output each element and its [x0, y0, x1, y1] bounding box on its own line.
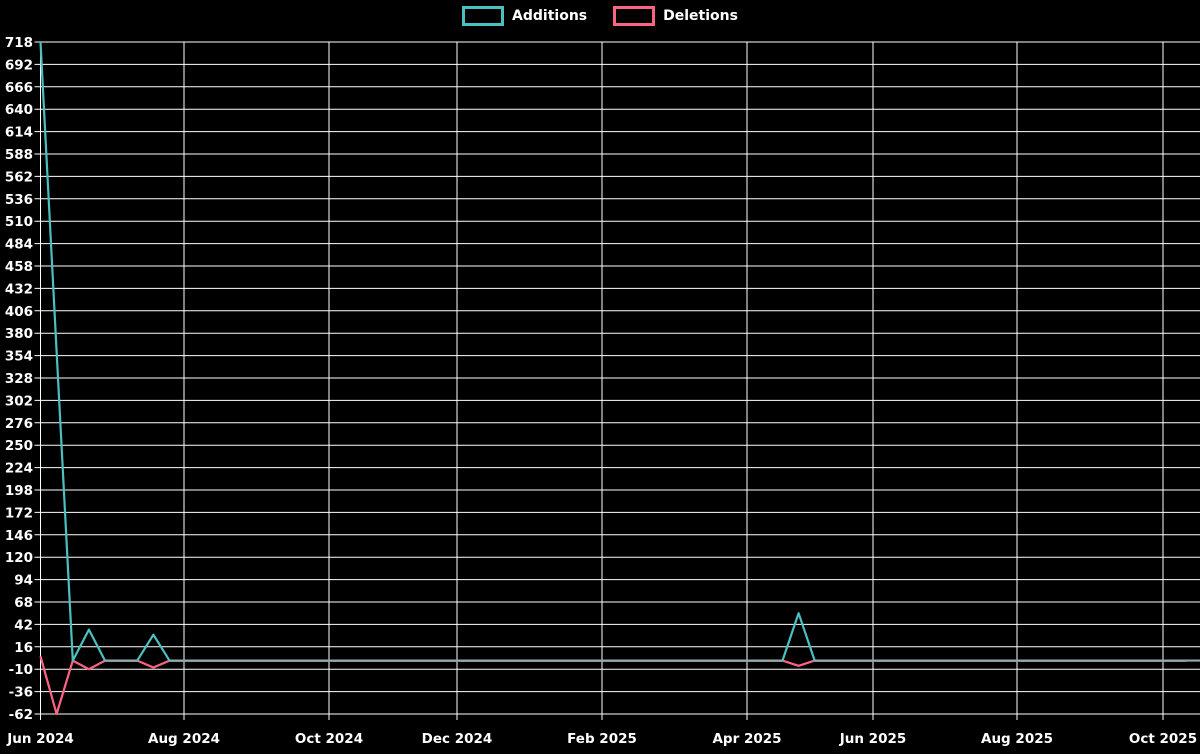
y-tick-label: 224 — [5, 461, 33, 477]
y-tick-label: 458 — [5, 259, 33, 275]
legend-label-deletions: Deletions — [663, 8, 738, 24]
x-tick-label: Jun 2024 — [6, 731, 74, 747]
y-tick-label: 328 — [5, 371, 33, 387]
x-tick-label: Jun 2025 — [839, 731, 907, 747]
y-tick-label: 94 — [14, 573, 33, 589]
x-tick-label: Aug 2025 — [981, 731, 1053, 747]
y-tick-label: 16 — [14, 640, 33, 656]
x-tick-label: Dec 2024 — [422, 731, 493, 747]
legend-label-additions: Additions — [512, 8, 588, 24]
y-tick-label: 380 — [5, 326, 33, 342]
y-tick-label: -10 — [9, 662, 33, 678]
y-tick-label: 68 — [14, 595, 33, 611]
legend-item-additions[interactable]: Additions — [462, 6, 587, 26]
chart-legend: Additions Deletions — [0, 6, 1200, 26]
y-tick-label: 354 — [5, 349, 33, 365]
y-tick-label: 250 — [5, 438, 33, 454]
y-tick-label: 562 — [5, 169, 33, 185]
additions-line — [39, 41, 1186, 662]
x-tick-label: Oct 2024 — [295, 731, 363, 747]
deletions-line — [39, 656, 1186, 716]
y-tick-label: 510 — [5, 214, 33, 230]
y-tick-label: -62 — [9, 707, 33, 723]
y-tick-label: 692 — [5, 57, 33, 73]
y-tick-label: 120 — [5, 550, 33, 566]
additions-swatch-icon — [462, 6, 505, 26]
y-tick-label: 276 — [5, 416, 33, 432]
y-tick-label: 302 — [5, 393, 33, 409]
x-tick-label: Apr 2025 — [712, 731, 781, 747]
y-tick-label: 198 — [5, 483, 33, 499]
y-tick-label: 614 — [5, 125, 33, 141]
y-tick-label: 484 — [5, 237, 33, 253]
x-tick-label: Feb 2025 — [567, 731, 637, 747]
deletions-swatch-icon — [613, 6, 656, 26]
y-tick-label: 536 — [5, 192, 33, 208]
y-tick-label: -36 — [9, 685, 33, 701]
y-tick-label: 42 — [14, 617, 33, 633]
y-tick-label: 146 — [5, 528, 33, 544]
legend-item-deletions[interactable]: Deletions — [613, 6, 738, 26]
x-tick-label: Aug 2024 — [148, 731, 220, 747]
y-tick-label: 172 — [5, 505, 33, 521]
y-tick-label: 588 — [5, 147, 33, 163]
y-tick-label: 666 — [5, 80, 33, 96]
y-tick-label: 718 — [5, 35, 33, 51]
y-tick-label: 432 — [5, 281, 33, 297]
x-tick-label: Oct 2025 — [1129, 731, 1197, 747]
y-tick-label: 406 — [5, 304, 33, 320]
y-tick-label: 640 — [5, 102, 33, 118]
